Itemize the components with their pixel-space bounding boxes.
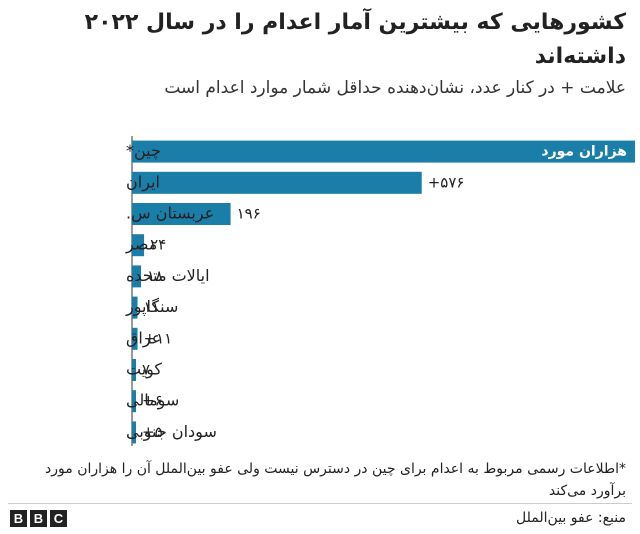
- value-label: +۶: [142, 392, 163, 410]
- bbc-logo-letter: B: [30, 510, 47, 527]
- category-label: سنگاپور: [125, 297, 178, 317]
- category-label: عربستان س.: [126, 204, 214, 224]
- chart-title: کشورهایی که بیشترین آمار اعدام را در سال…: [84, 10, 626, 69]
- bar: [132, 203, 231, 225]
- bar: [132, 171, 422, 194]
- bar: [132, 296, 138, 319]
- category-label: سومالی: [126, 391, 179, 411]
- bbc-logo-letter: C: [50, 510, 67, 527]
- footer-divider: [8, 503, 632, 504]
- bar: [132, 359, 136, 381]
- category-label: ایران: [126, 172, 160, 192]
- category-label: مصر: [125, 235, 157, 255]
- category-label: سودان جنوبی: [126, 422, 217, 442]
- category-label: عراق: [126, 328, 161, 348]
- value-label: +۵: [142, 423, 163, 441]
- value-label: +۵۷۶: [428, 173, 465, 191]
- value-label: ۱۸: [147, 267, 163, 285]
- chart-subtitle: علامت + در کنار عدد، نشان‌دهنده حداقل شم…: [164, 78, 626, 98]
- category-label: کویت: [126, 360, 162, 380]
- value-label: هزاران مورد: [541, 144, 627, 160]
- bar: [132, 421, 136, 444]
- value-label: ۱۹۶: [237, 205, 261, 223]
- bar: [132, 140, 635, 163]
- bar: [132, 234, 145, 257]
- bar-chart: چین* هزاران مورد ایران +۵۷۶ عربستان س. ۱۹۶ مصر…: [125, 136, 635, 446]
- category-label: ایالات متحده: [126, 266, 210, 285]
- bar: [132, 390, 136, 413]
- value-label: +۱۱: [144, 329, 173, 347]
- bbc-logo: B B C: [10, 510, 67, 527]
- value-label: ۱۱: [144, 298, 160, 316]
- category-label: چین*: [126, 141, 161, 161]
- bar: [132, 265, 142, 288]
- value-label: ۷: [142, 361, 150, 379]
- bar: [132, 327, 138, 350]
- source-note: منبع: عفو بین‌الملل: [516, 510, 626, 526]
- bbc-logo-letter: B: [10, 510, 27, 527]
- footnote: *اطلاعات رسمی مربوط به اعدام برای چین در…: [45, 461, 626, 499]
- value-label: ۲۴: [150, 236, 166, 254]
